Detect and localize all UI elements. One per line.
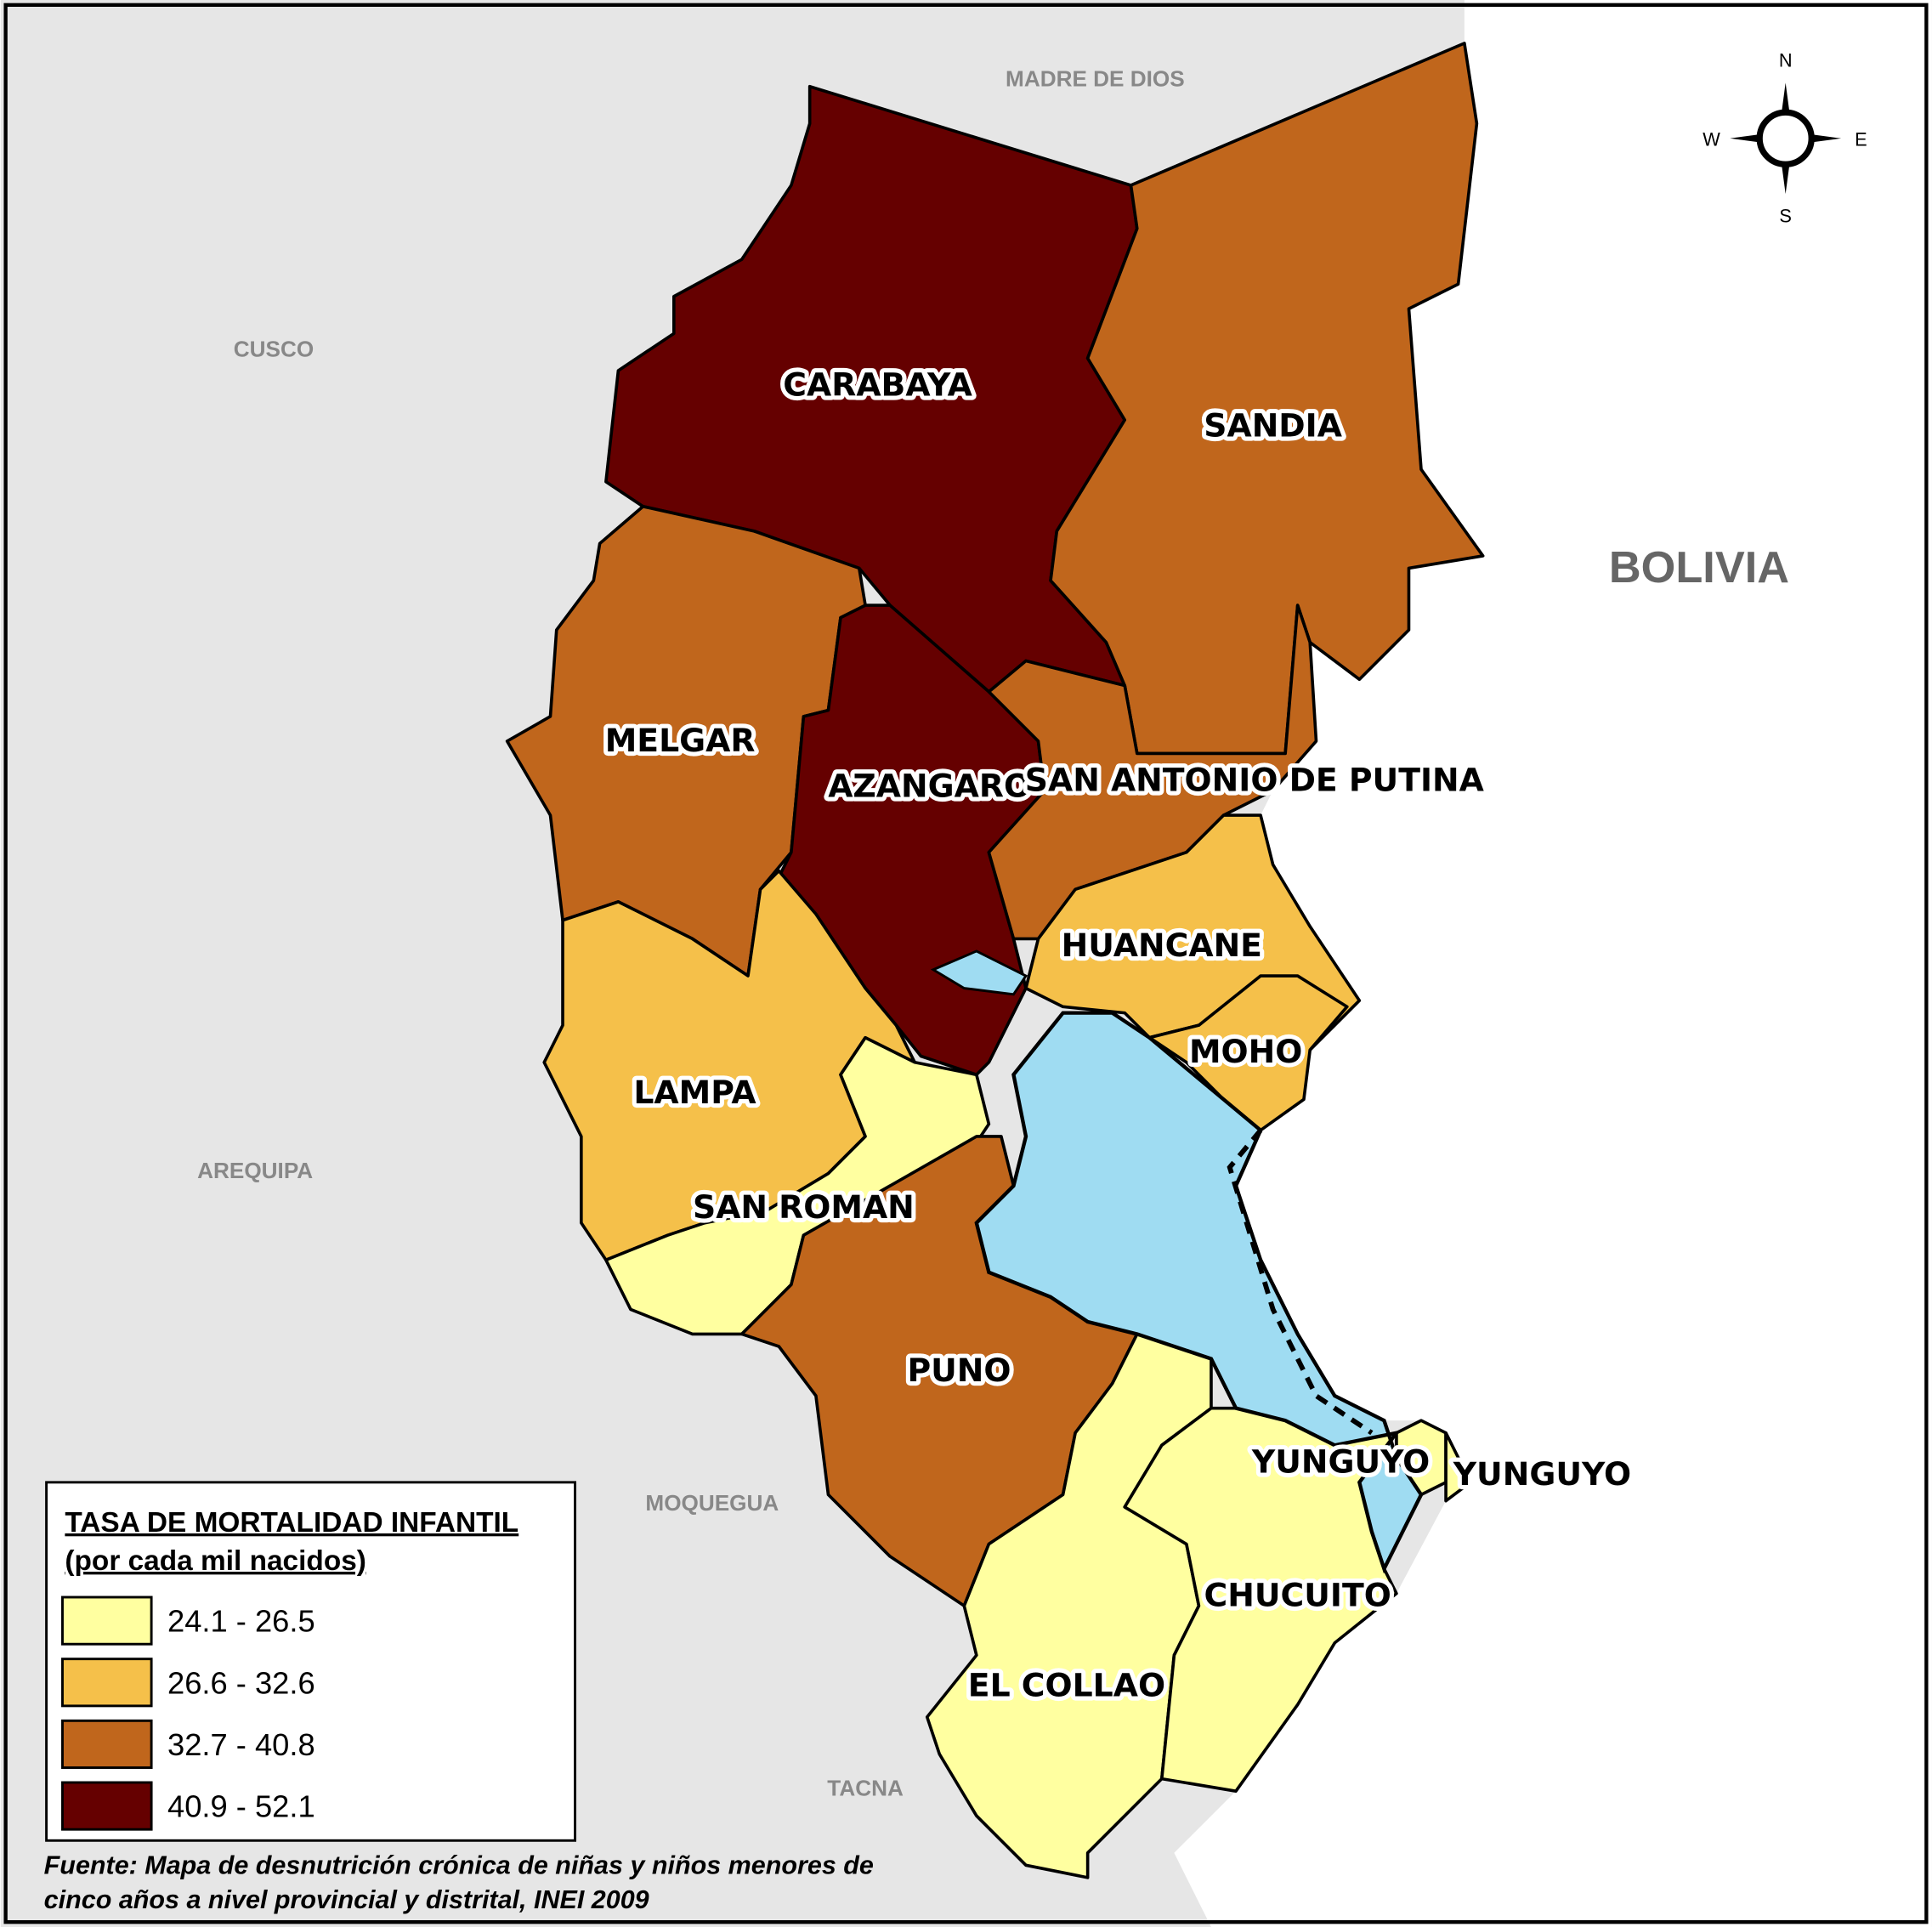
- legend-swatch: [61, 1658, 153, 1708]
- source-note: Fuente: Mapa de desnutrición crónica de …: [44, 1851, 874, 1880]
- legend-label: 32.7 - 40.8: [167, 1727, 315, 1762]
- province-label: PUNO: [907, 1352, 1011, 1389]
- region-label: MADRE DE DIOS: [1006, 65, 1185, 91]
- compass-ring: [1756, 109, 1815, 167]
- lake: [930, 949, 1028, 996]
- compass-letter: E: [1855, 128, 1867, 150]
- country-label: BOLIVIA: [1609, 543, 1789, 592]
- province-label: MELGAR: [605, 722, 756, 759]
- legend-label: 26.6 - 32.6: [167, 1665, 315, 1700]
- province-label: CARABAYA: [783, 366, 972, 403]
- province-label: MOHO: [1189, 1033, 1302, 1070]
- bolivia-area: [1174, 0, 1932, 1927]
- province-label: LAMPA: [633, 1074, 756, 1111]
- legend-subtitle: (por cada mil nacidos): [65, 1545, 366, 1577]
- region-label: CUSCO: [234, 337, 314, 362]
- compass-letter: N: [1779, 49, 1793, 71]
- province-label: YUNGUYO: [1453, 1455, 1631, 1493]
- legend-title: TASA DE MORTALIDAD INFANTIL: [65, 1507, 518, 1539]
- province-label: AZANGARO: [828, 768, 1031, 805]
- province-label: HUANCANE: [1062, 927, 1262, 964]
- legend-label: 40.9 - 52.1: [167, 1789, 315, 1824]
- province: [1444, 1431, 1472, 1503]
- province-label: SAN ANTONIO DE PUTINA: [1025, 761, 1485, 798]
- province: [987, 604, 1318, 941]
- border: [1227, 1128, 1374, 1436]
- lake-titicaca: [974, 1011, 1424, 1574]
- province: [1147, 974, 1349, 1132]
- source-note: cinco años a nivel provincial y distrita…: [44, 1885, 649, 1914]
- legend-swatch: [61, 1595, 153, 1646]
- region-label: TACNA: [827, 1776, 904, 1801]
- province-label: CHUCUITO: [1204, 1576, 1391, 1613]
- region-label: AREQUIPA: [197, 1158, 313, 1183]
- legend-swatch: [61, 1719, 153, 1769]
- province-label: SAN ROMAN: [693, 1188, 915, 1226]
- province-label: SANDIA: [1204, 406, 1342, 444]
- province-label: EL COLLAO: [968, 1667, 1165, 1704]
- province-label: YUNGUYO: [1251, 1443, 1430, 1481]
- legend-swatch: [61, 1781, 153, 1831]
- compass-letter: S: [1779, 206, 1792, 227]
- compass-letter: W: [1703, 128, 1720, 150]
- region-label: MOQUEGUA: [645, 1490, 779, 1516]
- legend-label: 24.1 - 26.5: [167, 1604, 315, 1639]
- frame: [3, 3, 1929, 1924]
